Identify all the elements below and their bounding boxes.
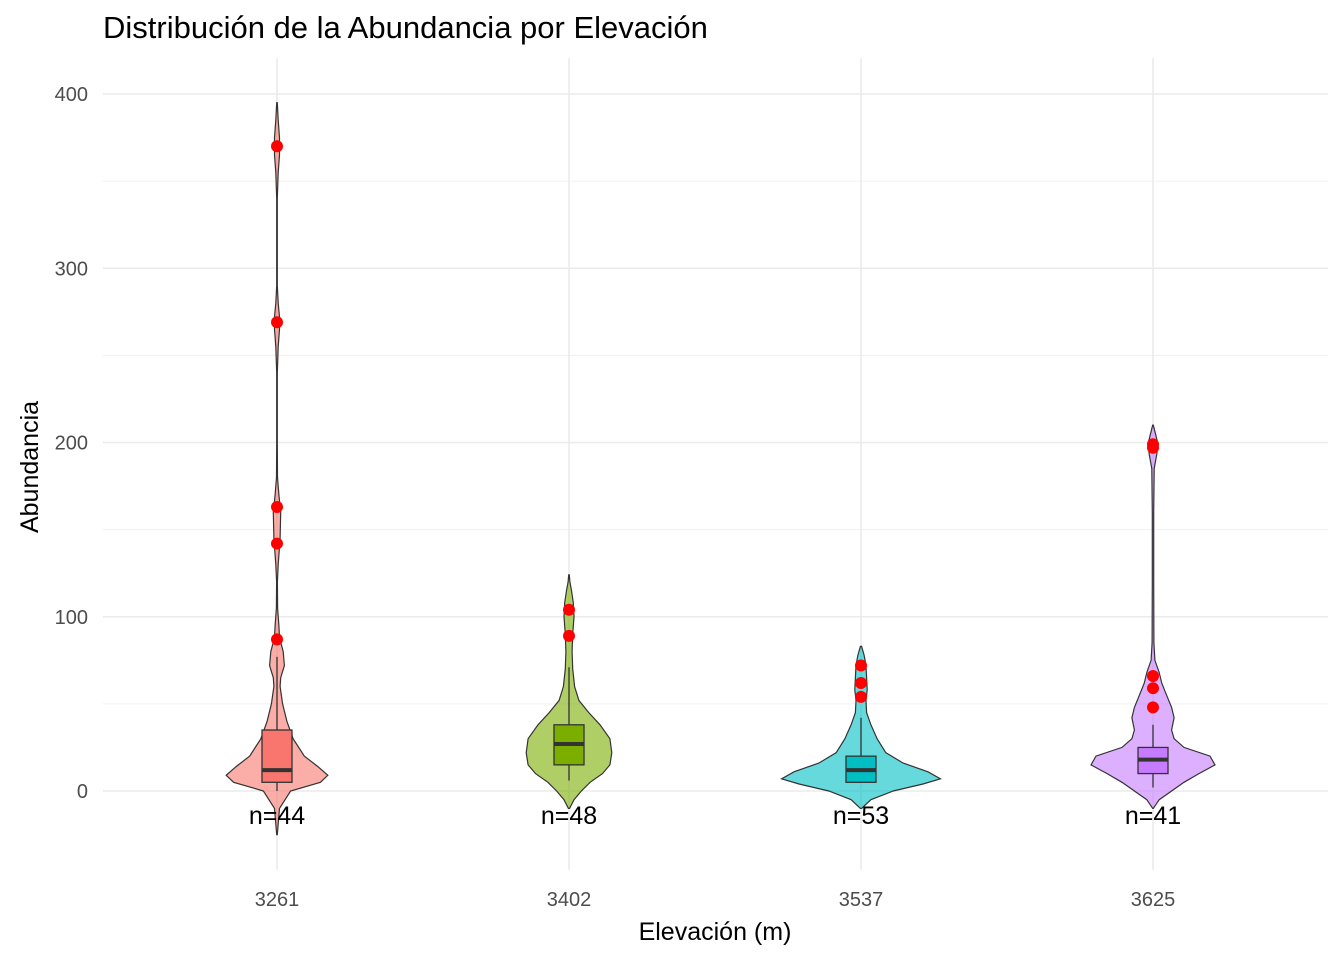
outlier-point xyxy=(1147,669,1159,682)
n-label-3537: n=53 xyxy=(833,802,889,830)
x-tick-label: 3261 xyxy=(255,889,300,911)
outlier-point xyxy=(563,603,575,616)
x-tick-label: 3537 xyxy=(839,889,884,911)
outlier-point xyxy=(563,629,575,642)
outlier-point xyxy=(1147,438,1159,451)
x-axis-ticks: 3261 3402 3537 3625 xyxy=(255,889,1176,911)
outlier-points xyxy=(271,140,1159,714)
y-tick-label: 300 xyxy=(55,258,88,280)
y-tick-label: 100 xyxy=(55,607,88,629)
chart-title: Distribución de la Abundancia por Elevac… xyxy=(103,10,708,45)
outlier-point xyxy=(271,316,283,329)
violin-3625 xyxy=(1090,424,1216,809)
outlier-point xyxy=(855,690,867,703)
n-label-3625: n=41 xyxy=(1125,802,1181,830)
outlier-point xyxy=(271,140,283,153)
sample-size-labels: n=44 n=48 n=53 n=41 xyxy=(249,802,1181,830)
y-tick-label: 200 xyxy=(55,433,88,455)
outlier-point xyxy=(271,633,283,646)
n-label-3261: n=44 xyxy=(249,802,305,830)
x-tick-label: 3402 xyxy=(547,889,592,911)
y-axis-ticks: 0 100 200 300 400 xyxy=(55,84,88,803)
y-tick-label: 400 xyxy=(55,84,88,106)
boxplots xyxy=(261,656,1169,791)
outlier-point xyxy=(271,500,283,513)
outlier-point xyxy=(855,659,867,672)
violin-3261 xyxy=(225,102,329,836)
outlier-point xyxy=(1147,682,1159,695)
outlier-point xyxy=(271,537,283,550)
n-label-3402: n=48 xyxy=(541,802,597,830)
x-axis-title: Elevación (m) xyxy=(639,918,792,946)
outlier-point xyxy=(1147,701,1159,714)
violins xyxy=(225,102,1216,836)
x-tick-label: 3625 xyxy=(1131,889,1176,911)
y-axis-title: Abundancia xyxy=(16,401,44,533)
outlier-point xyxy=(855,676,867,689)
box-3261 xyxy=(261,729,293,783)
y-tick-label: 0 xyxy=(77,781,88,803)
